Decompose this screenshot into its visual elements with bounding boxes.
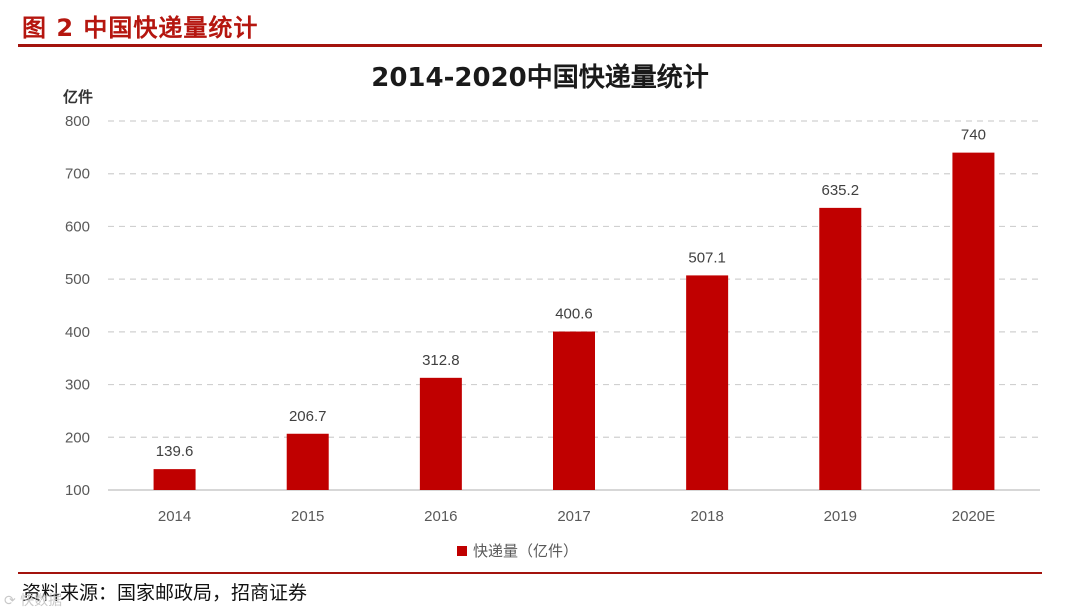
bar: [686, 275, 729, 490]
data-label: 312.8: [422, 352, 460, 369]
top-divider: [18, 44, 1042, 47]
data-label: 400.6: [555, 306, 593, 323]
watermark: ⟳ 快数据: [4, 593, 63, 609]
figure-label: 图 2 中国快递量统计: [22, 14, 259, 42]
chart: 2014-2020中国快递量统计 亿件 100 200 300 400 500 600 70…: [63, 62, 1040, 560]
legend-label: 快递量（亿件）: [473, 542, 578, 560]
data-label: 139.6: [156, 443, 194, 460]
bar: [419, 377, 462, 490]
legend-swatch: [457, 546, 467, 556]
source-note: 资料来源：国家邮政局，招商证券: [22, 582, 308, 604]
y-tick-label: 100: [65, 482, 90, 499]
bottom-divider: [18, 572, 1042, 574]
x-tick-label: 2016: [424, 508, 457, 525]
bar: [952, 152, 995, 490]
y-tick-label: 200: [65, 429, 90, 446]
x-tick-label: 2020E: [952, 508, 995, 525]
y-tick-label: 300: [65, 377, 90, 394]
data-label: 206.7: [289, 408, 327, 425]
chart-title: 2014-2020中国快递量统计: [371, 62, 709, 93]
bar: [553, 331, 595, 490]
y-tick-label: 400: [65, 324, 90, 341]
y-tick-label: 600: [65, 218, 90, 235]
y-axis-label: 亿件: [63, 88, 93, 106]
x-tick-label: 2015: [291, 508, 324, 525]
data-label: 635.2: [822, 182, 860, 199]
data-label: 507.1: [688, 249, 726, 266]
y-tick-label: 800: [65, 113, 90, 130]
x-tick-label: 2019: [824, 508, 857, 525]
bar: [819, 207, 862, 490]
data-label: 740: [961, 127, 986, 144]
x-tick-label: 2017: [557, 508, 590, 525]
x-tick-label: 2014: [158, 508, 191, 525]
y-tick-label: 700: [65, 166, 90, 183]
bar: [286, 433, 329, 490]
bar: [153, 469, 196, 490]
x-tick-label: 2018: [690, 508, 723, 525]
y-tick-label: 500: [65, 271, 90, 288]
